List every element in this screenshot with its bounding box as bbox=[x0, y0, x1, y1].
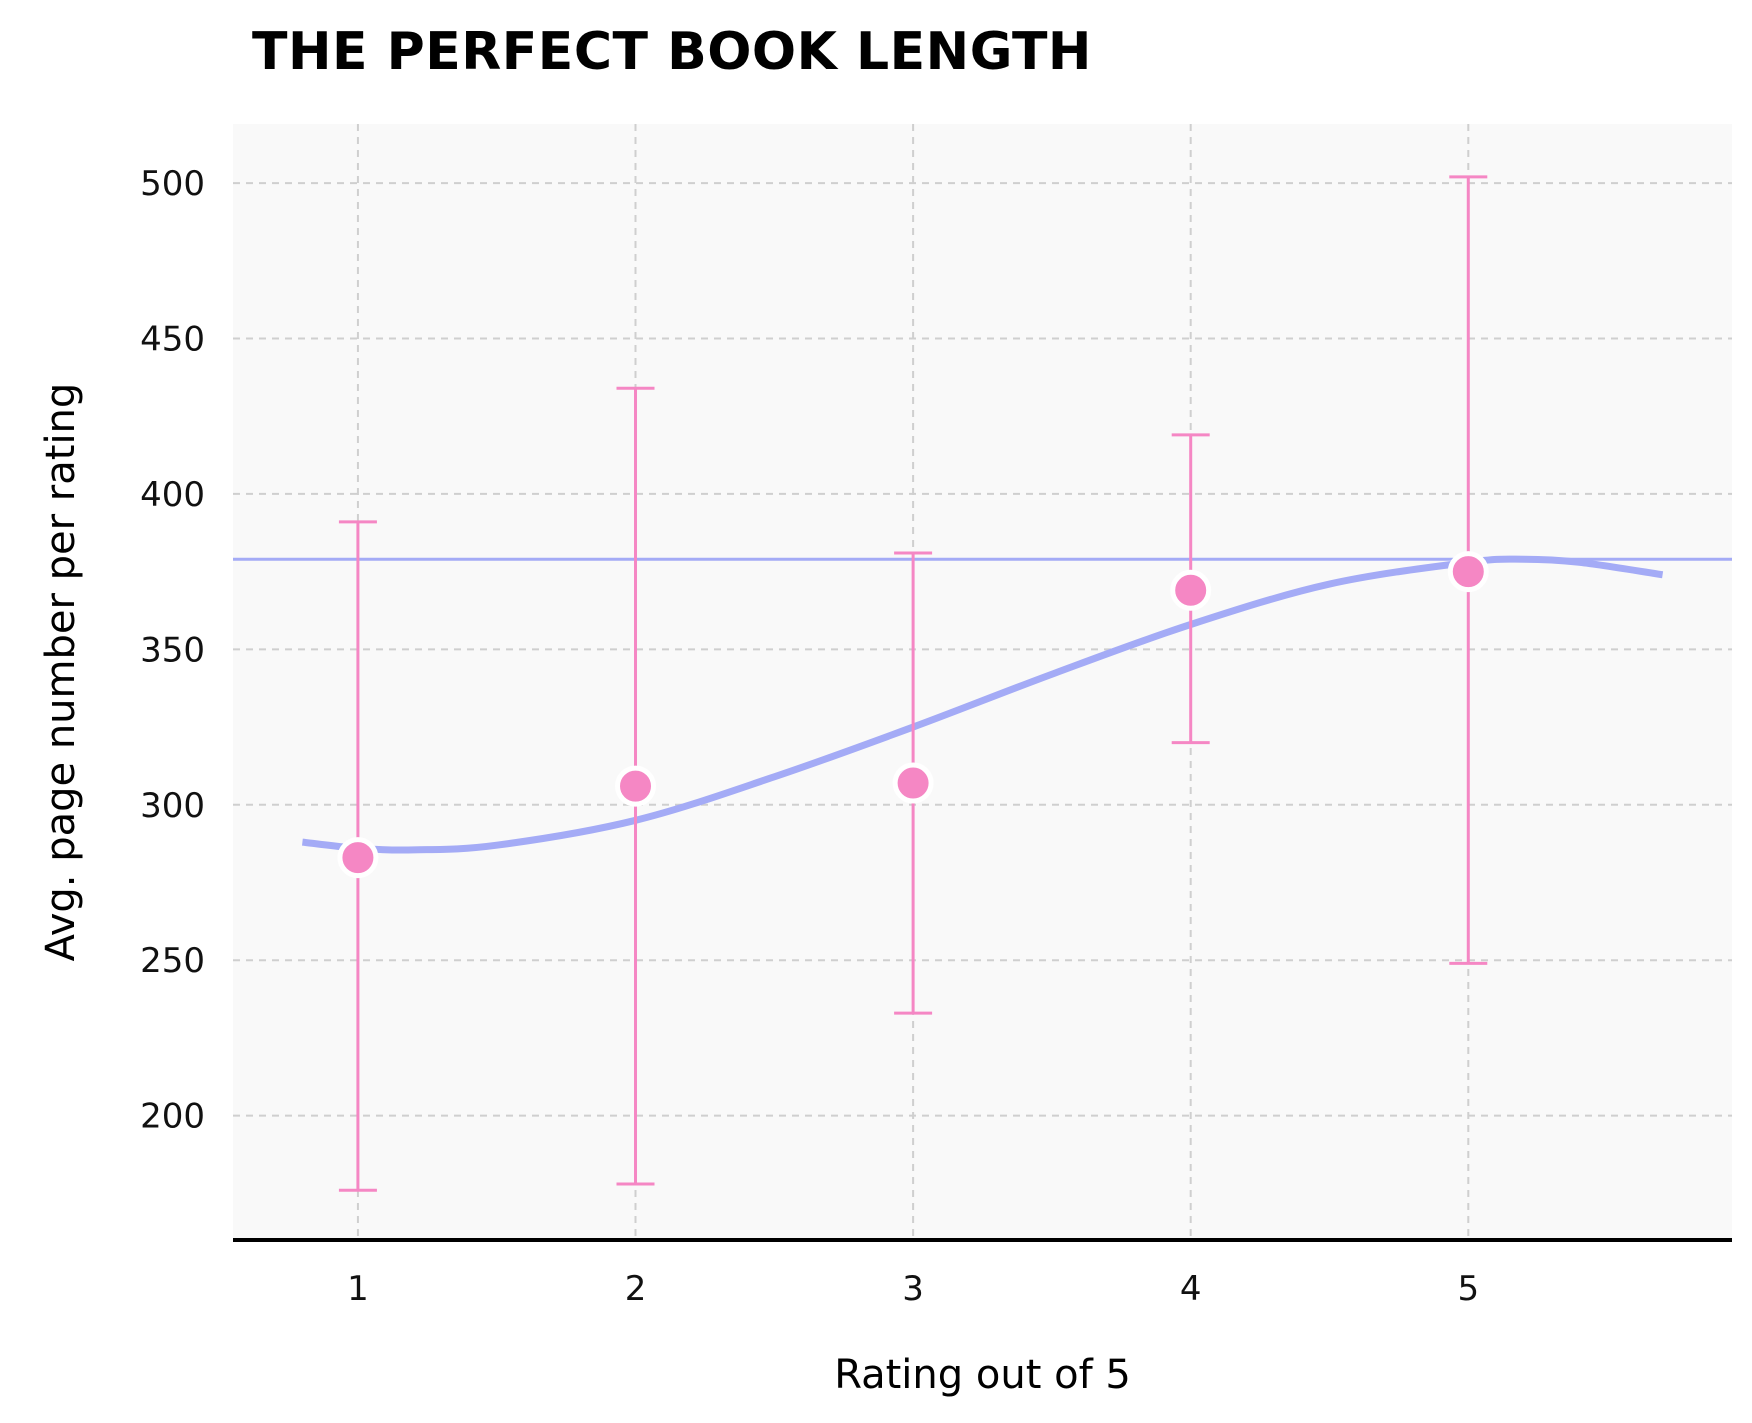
y-axis-label: Avg. page number per rating bbox=[38, 383, 84, 962]
y-tick-label: 350 bbox=[140, 630, 205, 670]
data-point bbox=[892, 762, 934, 804]
data-point bbox=[1447, 551, 1489, 593]
trend-curve-group bbox=[302, 555, 1664, 854]
x-tick-labels: 1 2 3 4 5 bbox=[347, 1269, 1479, 1309]
y-tick-label: 250 bbox=[140, 941, 205, 981]
y-tick-label: 500 bbox=[140, 164, 205, 204]
y-tick-label: 400 bbox=[140, 475, 205, 515]
y-tick-label: 450 bbox=[140, 319, 205, 359]
x-tick-label: 1 bbox=[347, 1269, 369, 1309]
y-tick-label: 300 bbox=[140, 786, 205, 826]
y-tick-labels: 200 250 300 350 400 450 500 bbox=[140, 164, 205, 1137]
x-tick-label: 3 bbox=[902, 1269, 924, 1309]
x-tick-label: 2 bbox=[625, 1269, 647, 1309]
plot-background bbox=[233, 124, 1732, 1240]
x-tick-label: 4 bbox=[1180, 1269, 1202, 1309]
data-points bbox=[337, 551, 1489, 879]
data-point bbox=[337, 837, 379, 879]
grid-lines bbox=[233, 124, 1732, 1240]
x-tick-label: 5 bbox=[1457, 1269, 1479, 1309]
chart-title: THE PERFECT BOOK LENGTH bbox=[252, 22, 1092, 82]
x-axis-label: Rating out of 5 bbox=[834, 1352, 1131, 1398]
trend-curve bbox=[302, 555, 1664, 854]
data-point bbox=[1170, 569, 1212, 611]
data-point bbox=[615, 765, 657, 807]
y-tick-label: 200 bbox=[140, 1097, 205, 1137]
